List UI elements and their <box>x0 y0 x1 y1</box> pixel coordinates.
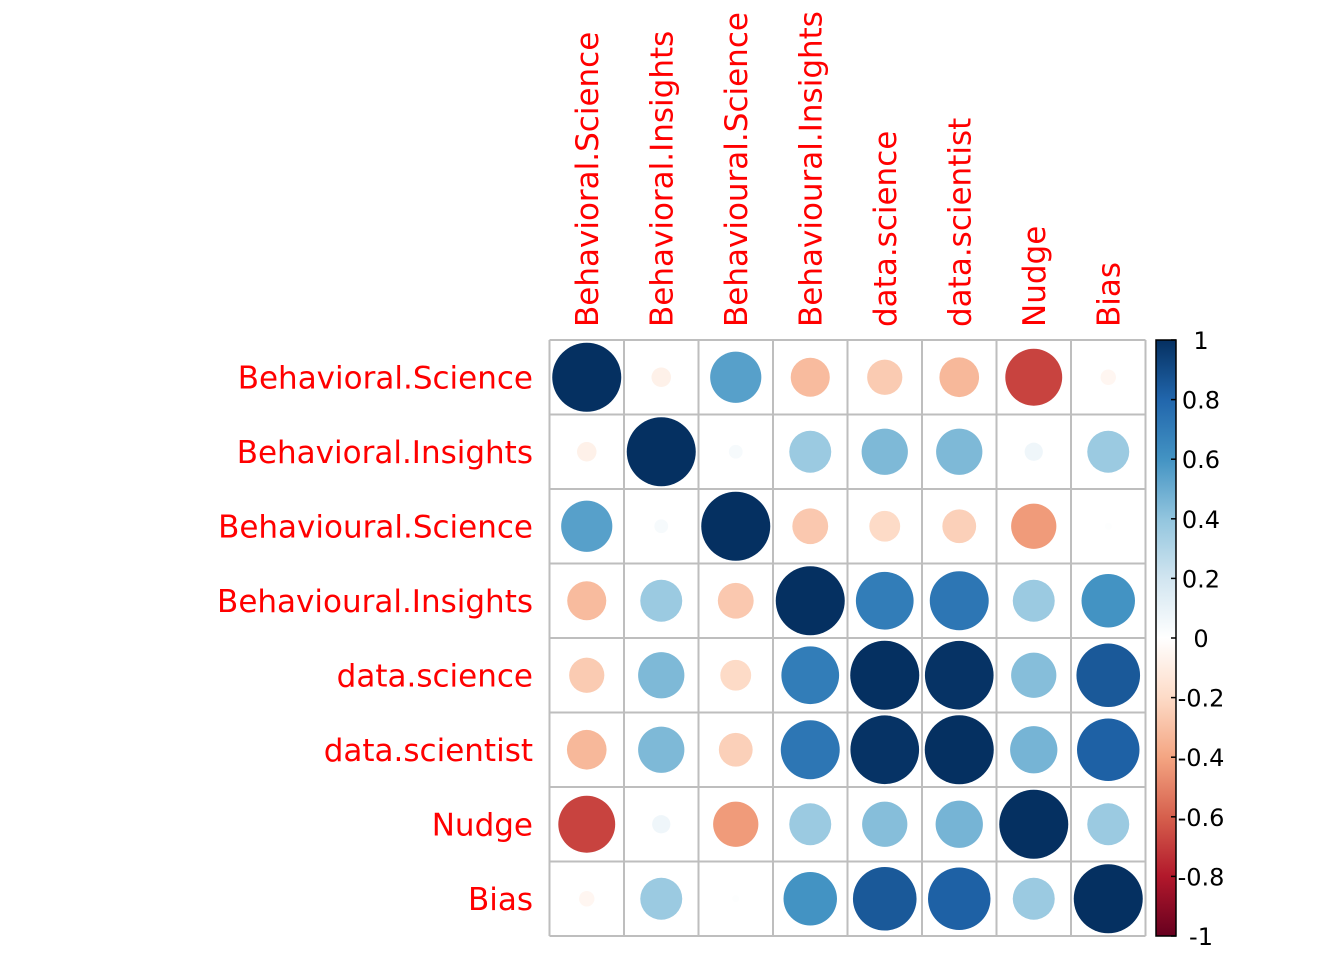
corr-circle-1-6 <box>1024 442 1043 461</box>
corr-circle-4-4 <box>850 640 920 710</box>
corr-circle-7-0 <box>579 891 595 907</box>
corr-circle-2-4 <box>869 510 901 542</box>
corr-circle-4-6 <box>1011 652 1057 698</box>
corr-circle-3-2 <box>717 582 754 619</box>
corr-circle-4-5 <box>924 640 994 710</box>
corr-circle-4-2 <box>720 659 752 691</box>
colorbar-tick-label: -0.4 <box>1178 744 1225 772</box>
col-label-4: data.science <box>868 131 904 327</box>
corr-circle-2-2 <box>701 491 771 561</box>
corr-circle-2-7 <box>1104 522 1112 530</box>
corr-circle-7-6 <box>1012 877 1055 920</box>
row-label-6: Nudge <box>432 807 533 843</box>
corr-circle-3-5 <box>929 571 989 631</box>
corr-circle-7-1 <box>640 877 683 920</box>
corr-circle-0-0 <box>552 342 622 412</box>
corr-circle-2-6 <box>1011 503 1057 549</box>
col-label-0: Behavioral.Science <box>570 32 606 327</box>
corr-circle-4-0 <box>569 657 605 693</box>
corr-circle-1-2 <box>728 444 743 459</box>
corr-circle-0-7 <box>1100 369 1116 385</box>
corr-circle-6-4 <box>862 801 908 847</box>
grid-lines <box>548 339 1147 937</box>
row-label-0: Behavioral.Science <box>238 360 533 396</box>
corr-circle-3-0 <box>567 581 607 621</box>
corr-circle-0-3 <box>790 357 830 397</box>
corr-circle-6-3 <box>789 803 832 846</box>
colorbar-tick-label: 0 <box>1193 625 1208 653</box>
corr-circle-5-0 <box>566 729 607 770</box>
corr-circle-1-0 <box>576 441 597 462</box>
colorbar-tick-label: 0.2 <box>1182 565 1220 593</box>
corr-circle-4-3 <box>781 646 840 705</box>
corr-circle-4-1 <box>638 652 685 699</box>
corr-circle-5-1 <box>638 726 685 773</box>
corr-circle-6-6 <box>999 789 1069 859</box>
colorbar-tick-label: 1 <box>1193 327 1208 355</box>
corr-circle-0-4 <box>867 359 903 395</box>
corr-circle-7-4 <box>852 866 917 931</box>
corr-circle-3-3 <box>775 566 845 636</box>
corr-circle-5-7 <box>1077 718 1140 781</box>
corr-circle-6-2 <box>713 801 759 847</box>
corr-circle-1-7 <box>1087 430 1130 473</box>
corr-circle-7-2 <box>732 895 740 903</box>
corr-circle-5-2 <box>718 732 753 767</box>
colorbar-tick-label: 0.4 <box>1182 506 1220 534</box>
row-label-2: Behavioural.Science <box>218 509 533 545</box>
corr-circle-0-1 <box>651 367 672 388</box>
corr-circle-3-7 <box>1081 574 1135 628</box>
colorbar-tick-label: 0.8 <box>1182 387 1220 415</box>
corr-circle-7-3 <box>783 872 837 926</box>
corr-circle-7-5 <box>928 867 991 930</box>
corr-circle-6-7 <box>1087 803 1130 846</box>
corr-circle-1-5 <box>936 428 983 475</box>
corr-circle-1-1 <box>626 417 696 487</box>
corr-circle-5-4 <box>850 715 920 785</box>
corr-circle-6-1 <box>652 815 671 834</box>
corr-circle-5-6 <box>1010 726 1058 774</box>
corr-circle-5-3 <box>780 720 840 780</box>
corr-circle-0-2 <box>710 351 762 403</box>
row-label-3: Behavioural.Insights <box>217 584 533 620</box>
colorbar-tick-label: -1 <box>1189 923 1213 951</box>
col-label-5: data.scientist <box>942 118 978 327</box>
col-label-2: Behavioural.Science <box>719 12 755 327</box>
colorbar-tick-label: 0.6 <box>1182 446 1220 474</box>
corr-circle-2-0 <box>561 500 613 552</box>
corr-circle-6-5 <box>935 800 983 848</box>
col-label-7: Bias <box>1091 262 1127 327</box>
corr-circle-0-6 <box>1005 348 1063 406</box>
col-label-6: Nudge <box>1017 226 1053 327</box>
corr-circle-2-3 <box>792 508 829 545</box>
row-label-5: data.scientist <box>324 733 533 769</box>
row-label-7: Bias <box>468 882 533 918</box>
corr-circle-3-6 <box>1012 579 1055 622</box>
colorbar-tick-label: -0.8 <box>1178 863 1225 891</box>
corr-circle-3-1 <box>640 579 683 622</box>
row-label-4: data.science <box>337 658 533 694</box>
corr-circle-7-7 <box>1073 864 1143 934</box>
corr-circle-2-5 <box>942 509 977 544</box>
row-label-1: Behavioral.Insights <box>237 435 533 471</box>
corr-circle-1-4 <box>861 428 908 475</box>
corr-circle-5-5 <box>924 715 994 785</box>
corr-circle-2-1 <box>654 519 669 534</box>
col-label-1: Behavioral.Insights <box>644 31 680 327</box>
col-label-3: Behavioural.Insights <box>793 11 829 327</box>
corr-circle-3-4 <box>855 571 914 630</box>
corr-circle-0-5 <box>939 357 980 398</box>
corr-circle-4-7 <box>1076 643 1141 708</box>
corr-circle-1-3 <box>789 430 832 473</box>
colorbar-tick-label: -0.2 <box>1178 685 1225 713</box>
colorbar-tick-label: -0.6 <box>1178 804 1225 832</box>
corr-circle-6-0 <box>558 795 616 853</box>
